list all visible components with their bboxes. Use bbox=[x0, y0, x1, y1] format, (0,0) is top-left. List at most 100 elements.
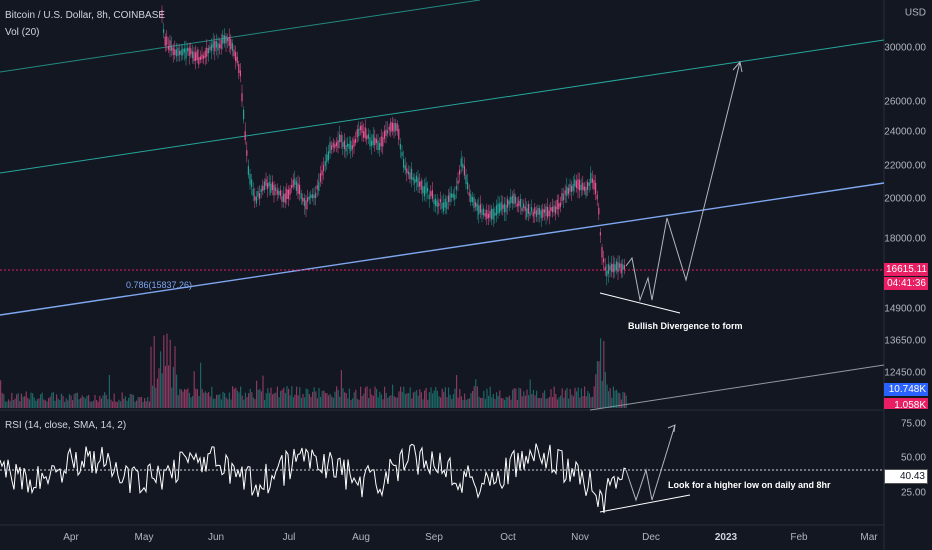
volume-bar bbox=[483, 390, 485, 408]
candle-body bbox=[335, 142, 337, 147]
volume-bar bbox=[144, 398, 146, 408]
volume-bar bbox=[153, 335, 155, 408]
candle-body bbox=[356, 129, 358, 138]
symbol-title[interactable]: Bitcoin / U.S. Dollar, 8h, COINBASE bbox=[5, 10, 166, 21]
volume-indicator-label[interactable]: Vol (20) bbox=[5, 27, 40, 38]
volume-bar bbox=[361, 395, 363, 408]
volume-bar bbox=[529, 379, 531, 408]
volume-bar bbox=[387, 397, 389, 408]
volume-bar bbox=[166, 333, 168, 408]
volume-bar bbox=[59, 400, 61, 408]
volume-bar bbox=[497, 396, 499, 408]
candle-body bbox=[468, 192, 470, 196]
volume-bar bbox=[57, 398, 59, 408]
fib-level-label[interactable]: 0.786(15837.26) bbox=[126, 280, 193, 290]
projection-arrowhead bbox=[732, 60, 743, 73]
candle-body bbox=[598, 207, 600, 215]
candle-body bbox=[289, 188, 291, 195]
volume-bar bbox=[160, 351, 162, 408]
candle-body bbox=[484, 213, 486, 217]
volume-bar bbox=[452, 394, 454, 408]
volume-bar bbox=[243, 399, 245, 408]
volume-bar bbox=[432, 393, 434, 408]
candle-body bbox=[455, 185, 457, 190]
volume-bar bbox=[571, 394, 573, 408]
candle-body bbox=[459, 169, 461, 175]
volume-bar bbox=[417, 395, 419, 408]
candle-body bbox=[345, 145, 347, 152]
volume-bar bbox=[398, 391, 400, 408]
volume-bar bbox=[1, 392, 3, 408]
higher-low-note[interactable]: Look for a higher low on daily and 8hr bbox=[668, 480, 831, 490]
candle-body bbox=[412, 177, 414, 181]
candle-body bbox=[436, 200, 438, 208]
candle-body bbox=[342, 142, 344, 147]
volume-bar bbox=[121, 392, 123, 408]
volume-bar bbox=[48, 398, 50, 408]
candle-body bbox=[387, 130, 389, 134]
volume-bar bbox=[396, 397, 398, 408]
candle-body bbox=[260, 188, 262, 193]
volume-bar bbox=[180, 389, 182, 408]
candle-body bbox=[449, 192, 451, 203]
volume-bar bbox=[379, 391, 381, 408]
volume-bar bbox=[147, 396, 149, 408]
volume-bar bbox=[120, 401, 122, 408]
candle-body bbox=[257, 191, 259, 197]
candle-body bbox=[367, 134, 369, 139]
candle-body bbox=[235, 52, 237, 62]
candle-body bbox=[220, 39, 222, 49]
rsi-indicator-label[interactable]: RSI (14, close, SMA, 14, 2) bbox=[5, 420, 127, 431]
candle-body bbox=[518, 200, 520, 206]
candle-body bbox=[500, 201, 502, 211]
candle-body bbox=[351, 145, 353, 150]
volume-bar bbox=[236, 390, 238, 408]
volume-bar bbox=[9, 401, 11, 408]
candle-body bbox=[348, 143, 350, 150]
candle-body bbox=[295, 181, 297, 191]
volume-bar bbox=[475, 379, 477, 408]
candle-body bbox=[583, 186, 585, 191]
volume-bar bbox=[446, 397, 448, 408]
volume-bar bbox=[360, 386, 362, 408]
bullish-divergence-note[interactable]: Bullish Divergence to form bbox=[628, 321, 743, 331]
time-axis-label: 2023 bbox=[714, 532, 738, 543]
candle-body bbox=[340, 135, 342, 143]
candle-body bbox=[588, 182, 590, 186]
candle-body bbox=[435, 198, 437, 207]
candle-body bbox=[371, 140, 373, 146]
volume-bar bbox=[176, 374, 178, 408]
candle-body bbox=[243, 109, 245, 120]
time-axis-label: Mar bbox=[860, 532, 878, 543]
volume-bar bbox=[188, 392, 190, 408]
volume-bar bbox=[148, 401, 150, 408]
candle-body bbox=[505, 204, 507, 213]
volume-bar bbox=[313, 387, 315, 408]
volume-bar bbox=[225, 397, 227, 408]
time-axis-label: May bbox=[134, 532, 154, 543]
volume-bar bbox=[454, 388, 456, 408]
candle-body bbox=[515, 196, 517, 204]
candle-body bbox=[297, 183, 299, 194]
time-axis-label: Dec bbox=[642, 532, 660, 543]
candle-body bbox=[609, 265, 611, 271]
candle-body bbox=[239, 70, 241, 77]
candle-body bbox=[179, 51, 181, 55]
price-axis-label: 30000.00 bbox=[884, 42, 926, 54]
channel-line-upper bbox=[0, 0, 481, 73]
volume-bar bbox=[8, 399, 10, 408]
candle-body bbox=[183, 48, 185, 53]
candle-body bbox=[526, 208, 528, 218]
rsi-axis-label: 25.00 bbox=[900, 487, 926, 499]
candle-body bbox=[206, 47, 208, 57]
volume-bar bbox=[240, 386, 242, 408]
volume-bar bbox=[112, 401, 114, 408]
volume-bar bbox=[342, 388, 344, 408]
volume-bar bbox=[220, 399, 222, 408]
candle-body bbox=[483, 208, 485, 216]
volume-bar bbox=[552, 396, 554, 408]
volume-bar bbox=[376, 389, 378, 408]
volume-bar bbox=[267, 388, 269, 408]
